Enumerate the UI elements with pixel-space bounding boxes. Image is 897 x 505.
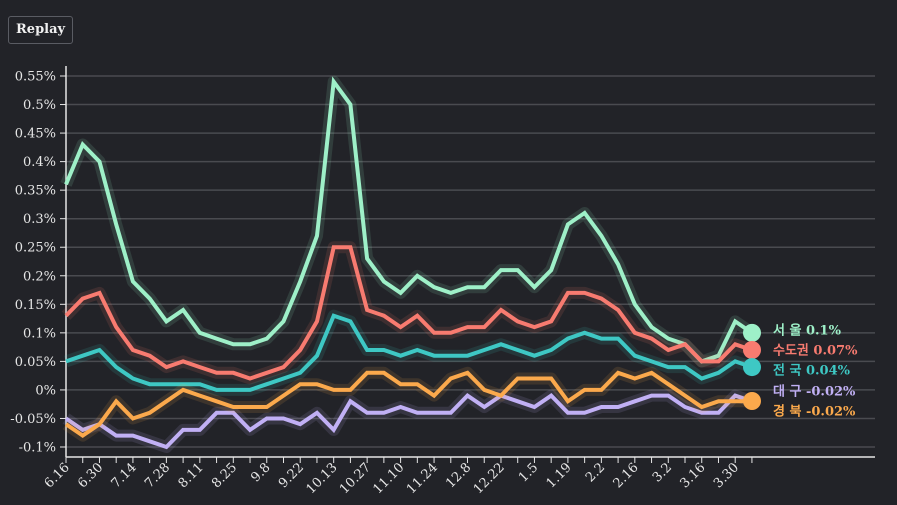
y-tick-label: 0.5% <box>23 98 56 113</box>
y-tick-label: 0.05% <box>15 355 56 370</box>
series-end-marker <box>743 358 761 377</box>
y-axis: -0.1% -0.05% 0% 0.05% 0.1% 0.15% 0.2% 0.25% 0.3%… <box>10 66 67 457</box>
legend-series-name: 전 국 <box>773 363 806 379</box>
series-end-marker <box>743 323 761 342</box>
x-tick-label: 11.10 <box>371 460 408 497</box>
x-tick-label: 6.16 <box>42 460 73 491</box>
x-tick-label: 9.8 <box>248 460 273 485</box>
x-tick-label: 10.27 <box>337 460 374 497</box>
legend-label: 수도권 0.07% <box>773 344 858 359</box>
x-tick-label: 3.16 <box>677 460 708 491</box>
series-end-marker <box>743 392 761 410</box>
series-line-4 <box>64 370 752 439</box>
x-tick-label: 8.25 <box>209 460 240 491</box>
legend-series-name: 대 구 <box>773 385 806 400</box>
y-tick-label: 0.15% <box>15 298 56 313</box>
legend-series-name: 서 울 <box>773 323 806 339</box>
y-tick-label: 0.45% <box>15 127 56 142</box>
legend-series-value: 0.07% <box>813 344 858 359</box>
x-tick-label: 7.28 <box>142 460 173 491</box>
legend-label: 대 구 -0.02% <box>773 385 856 400</box>
x-tick-label: 7.14 <box>109 460 140 491</box>
y-tick-label: 0.55% <box>15 70 56 85</box>
y-tick-label: 0.3% <box>23 212 56 227</box>
legend-series-value: -0.02% <box>806 385 856 400</box>
x-axis: 6.16 6.30 7.14 7.28 8.11 8.25 9.8 9.2210.1310.2… <box>42 456 875 497</box>
series-line-0 <box>64 76 754 364</box>
series-line-1 <box>64 245 753 381</box>
x-tick-label: 2.16 <box>611 460 642 491</box>
legend-series-name: 수도권 <box>773 344 813 359</box>
legend-series-value: 0.04% <box>806 364 851 379</box>
y-tick-label: 0.1% <box>23 326 56 341</box>
x-tick-label: 10.13 <box>304 460 341 497</box>
y-tick-label: 0.4% <box>23 155 56 170</box>
x-tick-label: 6.30 <box>75 460 106 491</box>
y-tick-label: -0.1% <box>19 441 56 456</box>
x-tick-label: 3.30 <box>711 460 742 491</box>
y-tick-label: 0.2% <box>23 269 56 284</box>
x-tick-label: 1.5 <box>516 460 541 485</box>
y-tick-label: -0.05% <box>10 412 56 427</box>
x-tick-label: 3.2 <box>650 460 675 485</box>
series-line-2 <box>65 313 753 392</box>
x-tick-label: 1.19 <box>544 460 575 491</box>
x-tick-label: 11.24 <box>404 460 441 497</box>
legend: 서 울 0.1%수도권 0.07%전 국 0.04%대 구 -0.02%경 북 … <box>743 323 858 420</box>
series-lines <box>60 75 756 453</box>
legend-series-name: 경 북 <box>773 404 806 420</box>
y-tick-label: 0.35% <box>15 184 56 199</box>
legend-label: 서 울 0.1% <box>773 323 842 339</box>
legend-label: 경 북 -0.02% <box>773 404 856 420</box>
legend-series-value: -0.02% <box>806 405 856 420</box>
series-end-marker <box>743 340 761 359</box>
legend-label: 전 국 0.04% <box>773 363 851 379</box>
legend-series-value: 0.1% <box>806 324 842 339</box>
replay-button[interactable]: Replay <box>8 16 74 44</box>
y-tick-label: 0.25% <box>15 241 56 256</box>
x-tick-label: 2.2 <box>583 460 608 485</box>
y-tick-label: 0% <box>35 383 56 398</box>
series-line-3 <box>64 393 753 450</box>
x-tick-label: 12.22 <box>471 460 508 497</box>
x-tick-label: 8.11 <box>176 460 207 491</box>
